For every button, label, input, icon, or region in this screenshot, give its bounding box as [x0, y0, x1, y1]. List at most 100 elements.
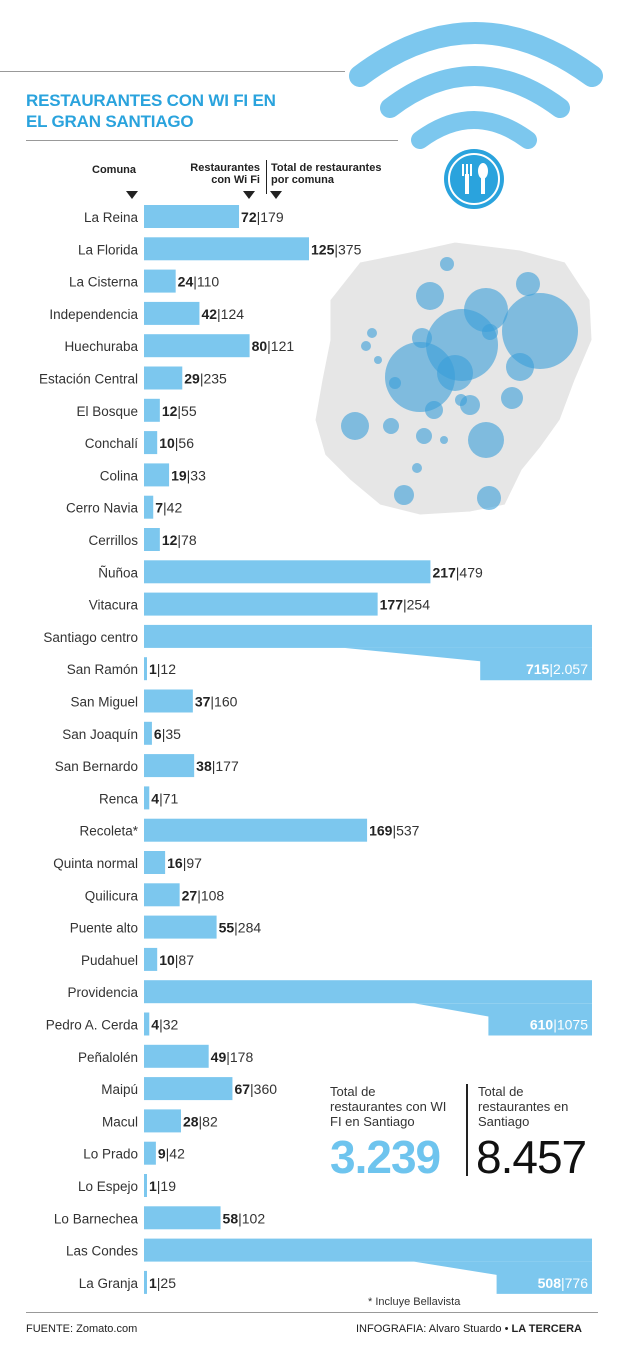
header-divider	[266, 160, 267, 194]
value-label-san-joaquín: 6|35	[154, 726, 181, 742]
value-label-ñuñoa: 217|479	[432, 564, 483, 580]
value-label-cerro-navia: 7|42	[155, 500, 182, 516]
wifi-wave-outer	[349, 22, 603, 87]
bar-lo-espejo	[144, 1174, 147, 1197]
chart-title: RESTAURANTES CON WI FI EN EL GRAN SANTIA…	[26, 91, 276, 131]
bar-la-granja	[144, 1270, 147, 1294]
value-label-pudahuel: 10|87	[159, 952, 194, 968]
bubble	[425, 401, 443, 419]
category-label-quinta-normal: Quinta normal	[53, 856, 138, 871]
value-label-maipú: 67|360	[234, 1081, 277, 1097]
bar-cerrillos	[144, 528, 160, 551]
bubble	[412, 328, 432, 348]
category-label-san-bernardo: San Bernardo	[55, 759, 138, 774]
value-label-lo-prado: 9|42	[158, 1146, 185, 1162]
category-label-colina: Colina	[100, 468, 139, 483]
wifi-wave-inner	[411, 111, 537, 149]
category-label-la-granja: La Granja	[79, 1276, 139, 1291]
title-rule	[26, 140, 398, 141]
bar-vitacura	[144, 592, 378, 616]
category-label-huechuraba: Huechuraba	[64, 339, 138, 354]
category-label-la-florida: La Florida	[78, 242, 139, 257]
bubble	[482, 324, 498, 340]
bubble	[389, 377, 401, 389]
bubble	[440, 436, 448, 444]
value-label-la-florida: 125|375	[311, 241, 362, 257]
value-label-santiago-centro: 715|2.057	[526, 661, 588, 677]
bar-santiago-centro	[144, 624, 592, 648]
total-wifi-value: 3.239	[330, 1131, 441, 1183]
category-label-san-ramón: San Ramón	[67, 662, 138, 677]
bar-renca	[144, 786, 150, 810]
category-label-estación-central: Estación Central	[39, 372, 138, 387]
total-wifi-label: Total de restaurantes con WI FI en Santi…	[330, 1084, 447, 1129]
bar-puente-alto	[144, 915, 217, 939]
category-label-renca: Renca	[99, 791, 139, 806]
footer-rule	[26, 1312, 598, 1313]
category-label-lo-barnechea: Lo Barnechea	[54, 1211, 139, 1226]
value-label-el-bosque: 12|55	[162, 403, 197, 419]
value-label-huechuraba: 80|121	[252, 338, 295, 354]
bar-san-miguel	[144, 689, 193, 713]
value-label-pedro-a-cerda: 4|32	[151, 1017, 178, 1033]
bubble	[502, 293, 578, 369]
category-label-recoleta: Recoleta*	[79, 824, 138, 839]
category-label-pudahuel: Pudahuel	[81, 953, 138, 968]
bar-providencia	[144, 980, 592, 1004]
category-label-la-reina: La Reina	[84, 210, 139, 225]
value-label-colina: 19|33	[171, 467, 206, 483]
category-label-cerro-navia: Cerro Navia	[66, 501, 139, 516]
value-label-independencia: 42|124	[201, 306, 244, 322]
bar-quilicura	[144, 883, 180, 907]
value-label-quilicura: 27|108	[182, 887, 225, 903]
bar-las-condes	[144, 1238, 592, 1262]
bubble	[341, 412, 369, 440]
value-label-lo-barnechea: 58|102	[223, 1210, 266, 1226]
category-label-san-joaquín: San Joaquín	[62, 727, 138, 742]
bubble	[416, 282, 444, 310]
header-comuna-arrow	[126, 191, 138, 199]
bubble	[437, 355, 473, 391]
bar-pedro-a-cerda	[144, 1012, 150, 1036]
bar-la-cisterna	[144, 269, 176, 293]
category-label-el-bosque: El Bosque	[76, 404, 138, 419]
bubble	[394, 485, 414, 505]
category-label-las-condes: Las Condes	[66, 1244, 138, 1259]
credit-bullet: •	[504, 1323, 509, 1335]
wifi-wave-middle	[380, 66, 570, 118]
value-label-providencia: 610|1075	[530, 1017, 588, 1033]
category-label-providencia: Providencia	[67, 985, 138, 1000]
bubbles	[341, 257, 578, 510]
value-label-san-ramón: 1|12	[149, 661, 176, 677]
category-label-macul: Macul	[102, 1114, 138, 1129]
value-label-la-cisterna: 24|110	[178, 274, 220, 290]
bar-quinta-normal	[144, 851, 166, 874]
bar-el-bosque	[144, 398, 160, 422]
value-label-lo-espejo: 1|19	[149, 1178, 176, 1194]
value-label-puente-alto: 55|284	[219, 920, 262, 936]
bar-estación-central	[144, 366, 183, 390]
bar-huechuraba	[144, 334, 250, 358]
header-wifi-arrow	[243, 191, 255, 199]
header-total-arrow	[270, 191, 282, 199]
bubble	[501, 387, 523, 409]
value-label-la-reina: 72|179	[241, 209, 284, 225]
bubble	[516, 272, 540, 296]
bubble	[383, 418, 399, 434]
bar-independencia	[144, 301, 200, 325]
fork-knife-icon	[444, 149, 504, 209]
bubble	[367, 328, 377, 338]
header-comuna: Comuna	[92, 164, 136, 176]
bars	[144, 205, 592, 1294]
bar-break-las-condes	[414, 1261, 592, 1294]
source: FUENTE: Zomato.com	[26, 1323, 138, 1335]
bar-macul	[144, 1109, 181, 1133]
total-all-label: Total de restaurantes en Santiago	[478, 1084, 569, 1129]
bubble	[477, 486, 501, 510]
bubble	[361, 341, 371, 351]
bar-san-ramón	[144, 657, 147, 681]
bar-break-providencia	[414, 1003, 592, 1036]
top-rule	[0, 71, 345, 72]
bar-ñuñoa	[144, 560, 431, 584]
